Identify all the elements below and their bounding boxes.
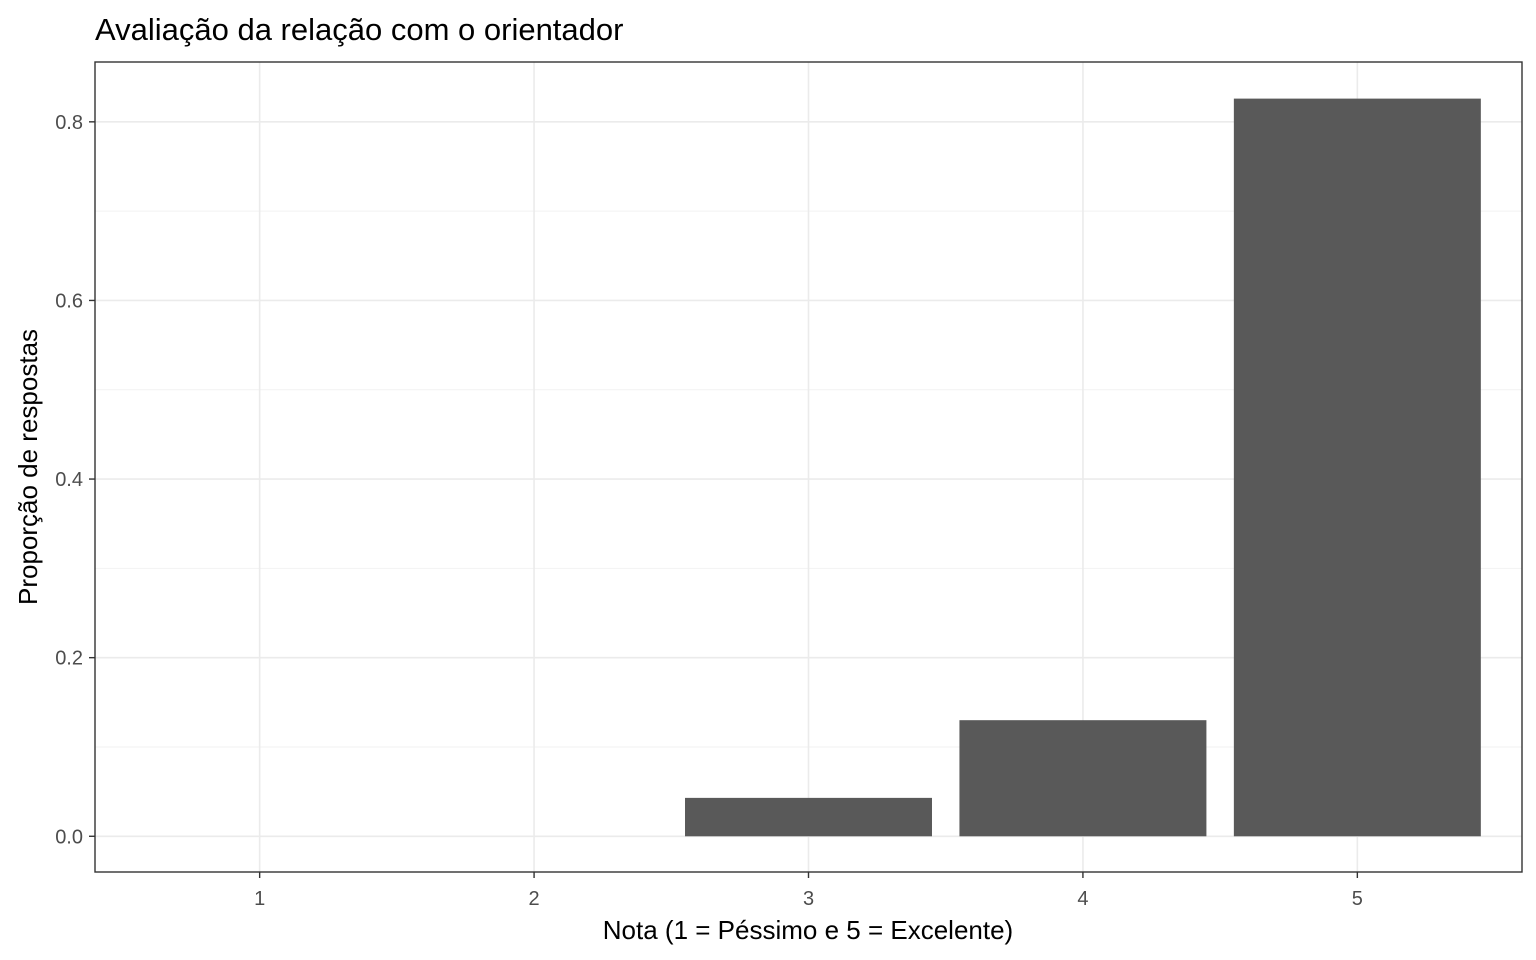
y-tick-label: 0.2: [55, 648, 83, 670]
x-axis: 1 2 3 4 5: [254, 872, 1363, 910]
y-tick-label: 0.8: [55, 112, 83, 134]
bar-4: [959, 720, 1207, 837]
y-axis-title: Proporção de respostas: [13, 329, 43, 605]
y-tick-label: 0.0: [55, 826, 83, 848]
bar-5: [1233, 98, 1481, 837]
y-axis: 0.0 0.2 0.4 0.6 0.8: [55, 112, 95, 848]
x-axis-title: Nota (1 = Péssimo e 5 = Excelente): [603, 915, 1013, 945]
y-tick-label: 0.6: [55, 290, 83, 312]
bars: [685, 98, 1481, 837]
chart-title: Avaliação da relação com o orientador: [95, 12, 623, 47]
x-tick-label: 3: [803, 888, 814, 910]
x-tick-label: 1: [254, 888, 265, 910]
x-tick-label: 5: [1352, 888, 1363, 910]
x-tick-label: 2: [529, 888, 540, 910]
y-tick-label: 0.4: [55, 469, 83, 491]
x-tick-label: 4: [1077, 888, 1088, 910]
bar-3: [685, 797, 932, 837]
